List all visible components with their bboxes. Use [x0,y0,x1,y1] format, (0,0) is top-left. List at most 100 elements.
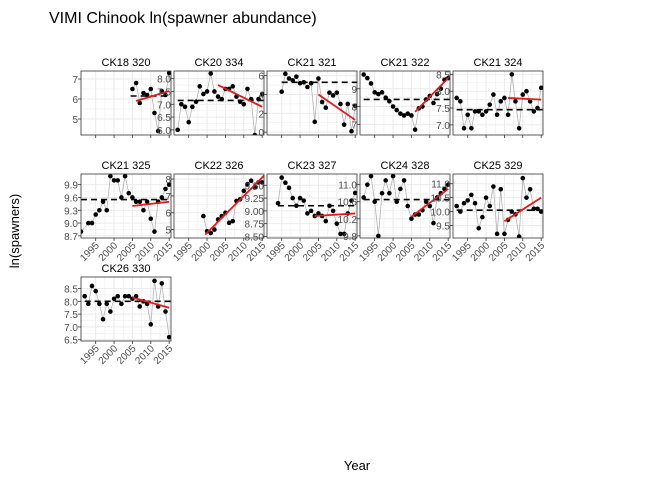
data-point [148,86,154,92]
y-tick-label: 9.00 [245,207,265,218]
data-point [498,99,504,104]
y-tick-label: 4 [258,91,264,102]
trend-line [414,77,449,113]
data-point [122,174,128,179]
panel: CK21 325 8.7 9.0 9.3 9.69.9 19952000200520102… [64,160,175,264]
data-point [137,304,143,309]
y-tick-label: 5 [165,226,171,237]
data-point [524,195,529,200]
data-point [144,92,150,98]
data-point [383,178,389,183]
data-point [527,187,533,192]
panel: CK21 322 7 8 9 [351,57,451,138]
data-point [297,80,303,86]
data-point [111,178,117,183]
data-point [256,96,261,102]
panel-title: CK23 327 [288,160,337,172]
y-tick-label: 10.0 [431,208,451,219]
data-point [166,334,171,340]
data-point [487,203,493,209]
y-tick-label: 8.7 [64,232,78,243]
panel-data [81,174,171,234]
panel: CK20 334 6.0 6.5 7.0 7.58.0 [157,57,265,138]
x-tick-label: 2000 [97,240,121,264]
chart-title: VIMI Chinook ln(spawner abundance) [49,10,317,27]
x-tick-label: 2015 [524,240,548,264]
data-point [130,195,135,200]
panel-title: CK21 321 [288,57,337,69]
panel-data [130,71,171,134]
data-point [305,211,310,216]
trend-line [132,200,170,207]
y-tick-label: 7.5 [64,310,78,321]
x-tick-label: 1995 [357,240,381,264]
x-tick-label: 1995 [171,240,195,264]
x-tick-label: 1995 [264,240,288,264]
data-point [409,216,414,222]
data-point [193,99,199,105]
data-point [212,227,217,232]
grid [360,71,450,135]
data-point [215,94,221,99]
y-tick-label: 5 [72,115,78,126]
x-tick-label: 2010 [133,240,157,264]
data-point [286,185,292,191]
x-tick-label: 2015 [152,343,176,367]
data-point [401,113,407,118]
data-point [513,99,518,104]
trend-line [317,93,356,121]
data-point [115,293,121,299]
data-point [130,86,135,92]
data-point [502,231,507,237]
data-point [412,127,418,132]
data-point [152,110,157,116]
panel-border [359,70,451,136]
data-point [163,92,168,98]
panel-data [201,175,264,236]
panel-data [361,174,450,238]
data-point [535,206,540,212]
data-point [480,112,485,118]
data-point [230,218,236,224]
panel-border [266,173,358,239]
grid [453,71,543,135]
x-tick-label: 2005 [301,240,325,264]
data-point [323,218,329,224]
data-point [100,316,106,322]
data-point [108,174,113,179]
data-point [115,178,121,183]
data-point [465,112,470,118]
y-tick-label: 10.2 [338,215,358,226]
data-point [491,184,496,189]
data-point [461,200,467,206]
panel-border [266,70,358,136]
x-tick-label: 2005 [115,240,139,264]
y-tick-label: 9.5 [436,221,450,232]
data-point [394,199,400,205]
data-point [379,90,385,95]
data-point [487,102,493,107]
data-point [241,188,247,194]
data-point [372,90,377,95]
data-point [197,84,203,89]
data-point [308,80,314,86]
data-point [341,122,347,127]
data-point [458,209,463,214]
data-point [163,309,168,314]
data-point [334,221,340,226]
data-point [483,109,489,114]
panel-data [454,72,543,131]
data-point [182,104,188,110]
data-point [316,211,321,216]
trend-line [410,188,449,218]
data-point [472,109,478,114]
y-tick-label: 8.0 [436,87,450,98]
data-point [126,190,132,196]
data-point [524,88,529,94]
panel-title: CK24 328 [381,160,430,172]
y-tick-label: 9.50 [245,181,265,192]
series-line [363,174,449,236]
y-tick-label: 9 [351,85,357,96]
trend-line [132,296,170,309]
data-point [323,105,329,111]
